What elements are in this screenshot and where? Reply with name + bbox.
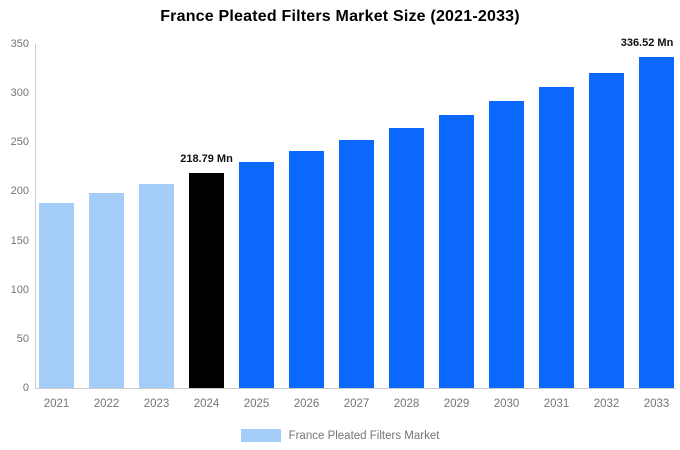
y-tick-0: 0 [22,382,29,394]
x-tick-2024: 2024 [193,398,220,410]
x-axis-line [35,388,676,389]
x-tick-2028: 2028 [393,398,420,410]
chart-title: France Pleated Filters Market Size (2021… [160,8,520,25]
bar-value-label: 218.79 Mn [180,152,233,165]
x-tick-2026: 2026 [293,398,320,410]
x-tick-2025: 2025 [243,398,270,410]
x-tick-2023: 2023 [143,398,170,410]
x-tick-2029: 2029 [443,398,470,410]
x-tick-2022: 2022 [93,398,120,410]
y-tick-350: 350 [10,38,29,50]
bar-2021 [39,202,74,388]
x-tick-2032: 2032 [593,398,620,410]
x-tick-2027: 2027 [343,398,370,410]
bar-2023 [139,183,174,388]
bar-2033 [639,57,674,388]
bar-2024 [189,172,224,388]
bar-2027 [339,139,374,388]
bar-2029 [439,114,474,388]
x-tick-2031: 2031 [543,398,570,410]
bar-2026 [289,151,324,388]
y-tick-100: 100 [10,283,29,296]
y-tick-150: 150 [10,234,29,247]
legend-swatch [240,429,281,442]
y-tick-300: 300 [10,87,29,100]
x-tick-2021: 2021 [43,398,70,410]
y-tick-50: 50 [16,332,29,345]
bar-2030 [489,101,524,388]
x-tick-2030: 2030 [493,398,520,410]
legend: France Pleated Filters Market [0,429,680,442]
bar-2031 [539,87,574,388]
bar-2025 [239,162,274,388]
x-tick-2033: 2033 [643,398,670,410]
y-tick-250: 250 [10,136,29,149]
legend-label: France Pleated Filters Market [288,429,440,442]
bar-2028 [389,127,424,388]
bar-2032 [589,72,624,388]
bar-2022 [89,193,124,388]
y-axis-line [35,44,36,388]
bar-value-label: 336.52 Mn [620,37,674,50]
y-tick-200: 200 [10,185,29,198]
